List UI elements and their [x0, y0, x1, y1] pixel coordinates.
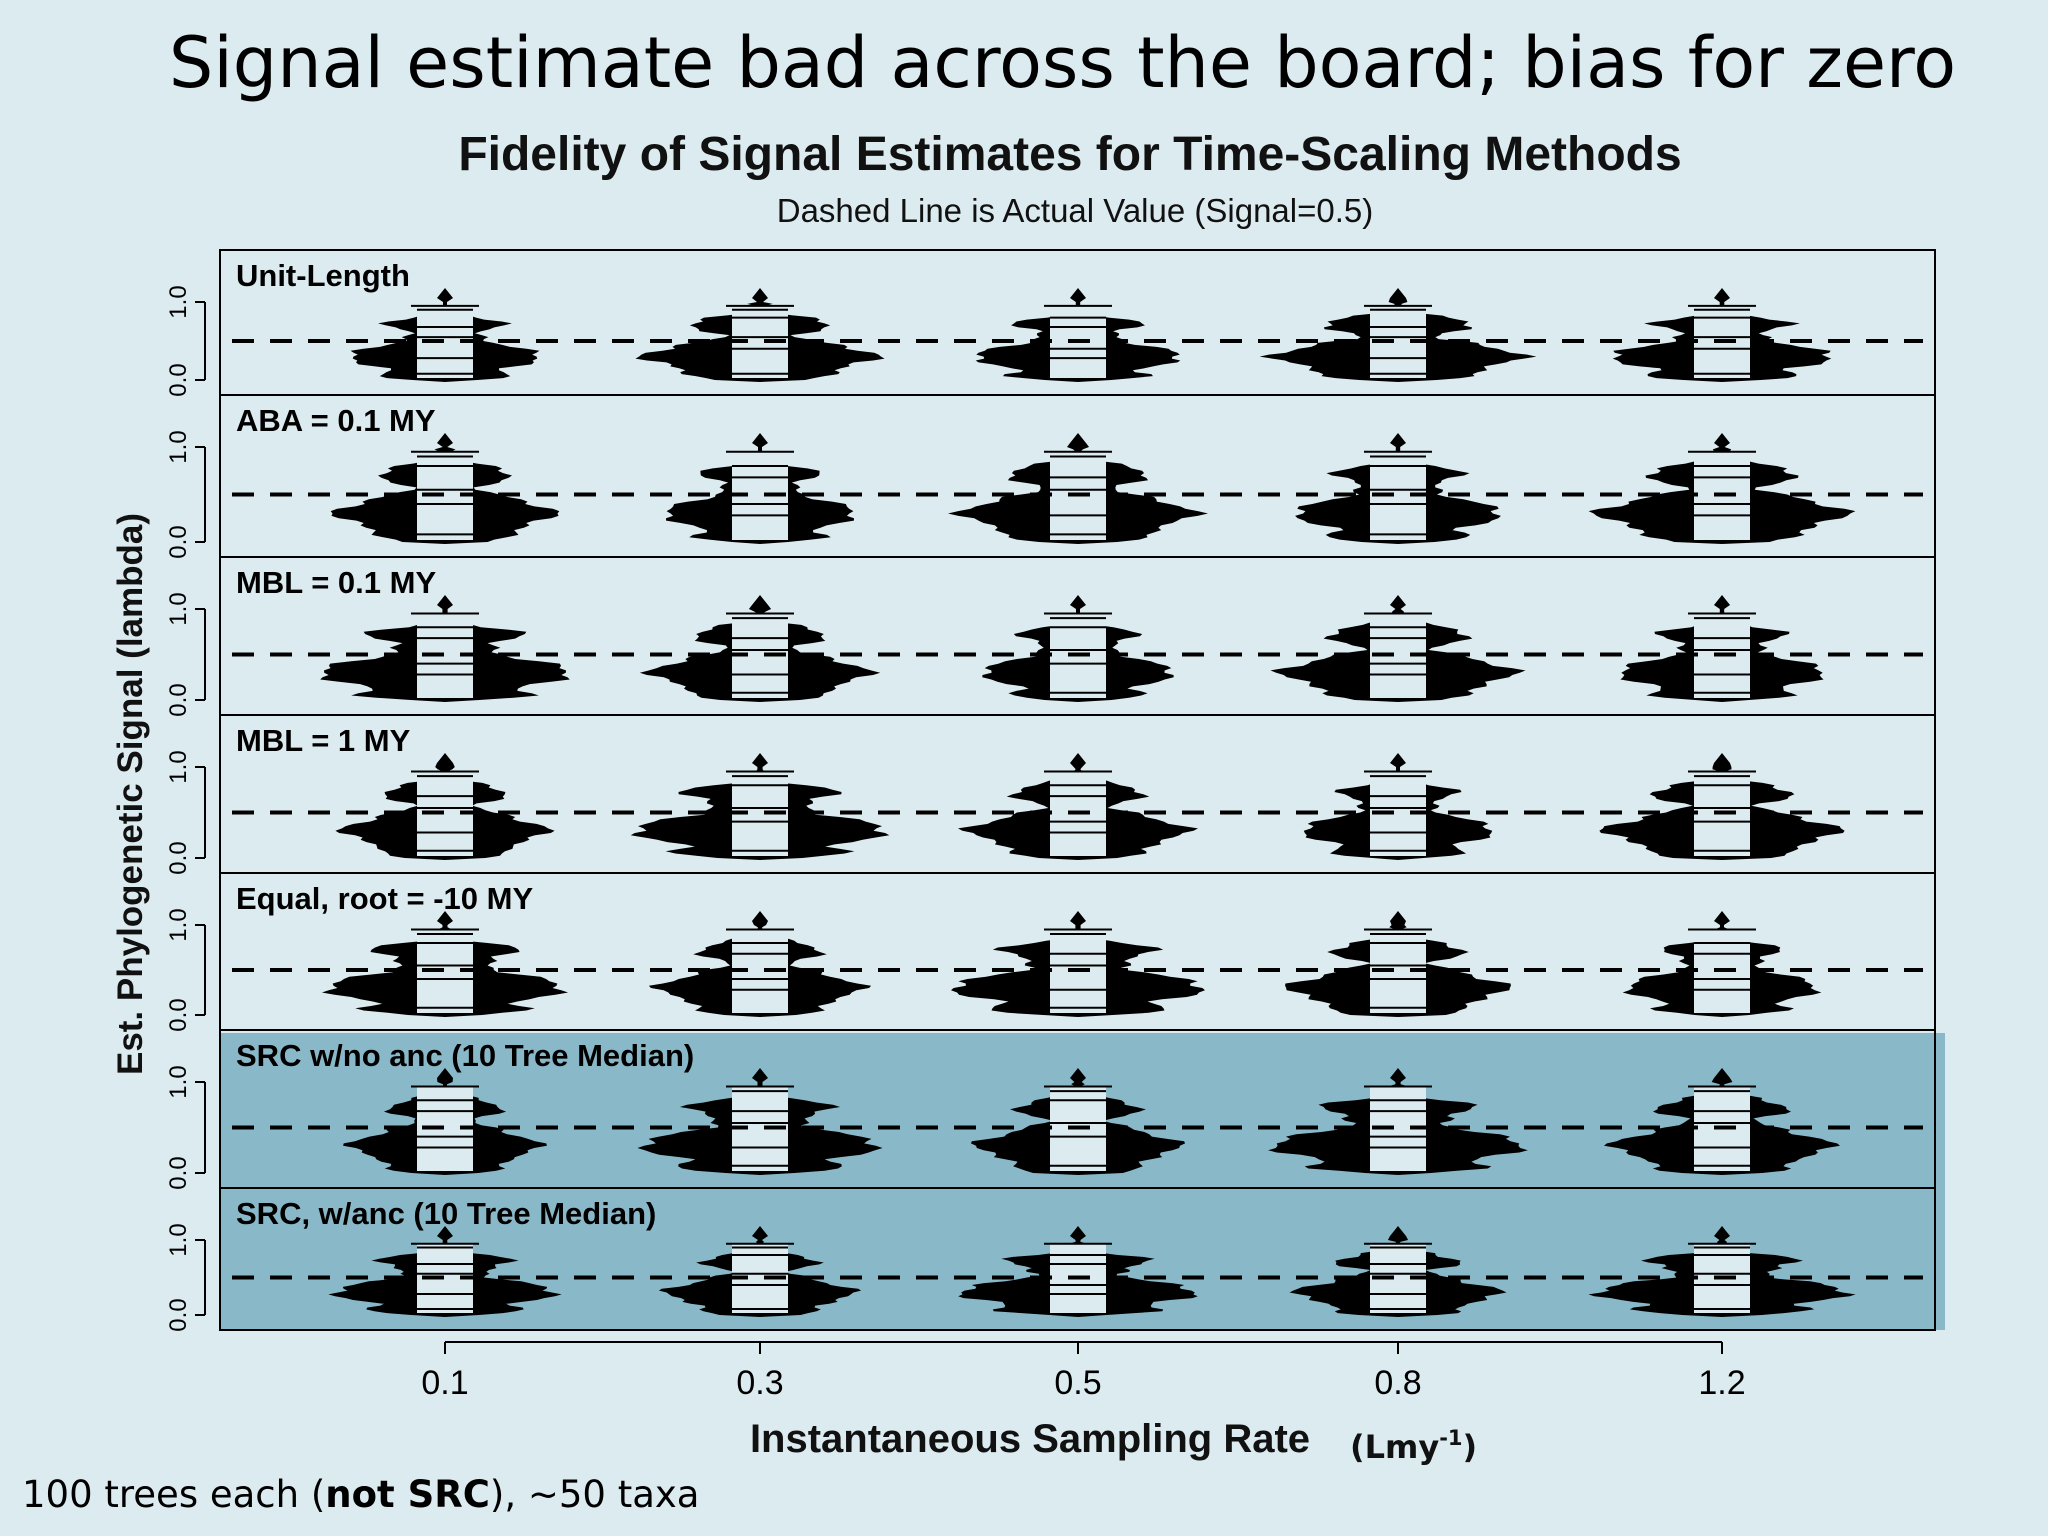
y-tick-label: 0.0 — [165, 683, 192, 716]
x-axis-label: Instantaneous Sampling Rate — [750, 1417, 1310, 1461]
x-tick-label: 1.2 — [1698, 1364, 1745, 1402]
x-axis: 0.1 0.3 0.5 0.8 1.2 — [421, 1341, 1746, 1402]
y-tick-label: 0.0 — [165, 525, 192, 558]
y-tick-label: 1.0 — [165, 285, 192, 318]
y-tick-label: 1.0 — [165, 1065, 192, 1098]
chart-subtitle: Dashed Line is Actual Value (Signal=0.5) — [777, 192, 1374, 229]
footnote-text-end: ), ~50 taxa — [489, 1473, 700, 1516]
panel-label: Equal, root = -10 MY — [236, 881, 533, 916]
panel-4: MBL = 1 MY 0.0 1.0 — [165, 714, 1936, 875]
panel-label: SRC w/no anc (10 Tree Median) — [236, 1038, 694, 1073]
panel-label: Unit-Length — [236, 258, 410, 293]
panel-1: Unit-Length 0.0 1.0 — [165, 249, 1936, 397]
panel-label: SRC, w/anc (10 Tree Median) — [236, 1196, 656, 1231]
panel-6: SRC w/no anc (10 Tree Median) 0.0 1.0 — [165, 1029, 1936, 1190]
footnote: 100 trees each (not SRC), ~50 taxa — [22, 1473, 699, 1516]
chart-title: Fidelity of Signal Estimates for Time-Sc… — [458, 128, 1681, 181]
panel-label: MBL = 0.1 MY — [236, 565, 436, 600]
panel-2: ABA = 0.1 MY 0.0 1.0 — [165, 394, 1936, 559]
y-tick-label: 0.0 — [165, 998, 192, 1031]
x-axis-unit-sup: -1 — [1439, 1426, 1462, 1450]
panel-label: ABA = 0.1 MY — [236, 403, 436, 438]
y-tick-label: 1.0 — [165, 908, 192, 941]
x-axis-unit: (Lmy-1) — [1350, 1426, 1477, 1466]
y-tick-label: 1.0 — [165, 592, 192, 625]
x-tick-label: 0.1 — [421, 1364, 468, 1402]
x-axis-unit-close: ) — [1463, 1428, 1478, 1466]
panel-5: Equal, root = -10 MY 0.0 1.0 — [165, 872, 1936, 1032]
y-tick-label: 0.0 — [165, 841, 192, 874]
x-tick-label: 0.8 — [1374, 1364, 1421, 1402]
y-tick-label: 0.0 — [165, 1156, 192, 1189]
panel-frame — [219, 1187, 1936, 1331]
y-tick-label: 1.0 — [165, 1223, 192, 1256]
footnote-emphasis: not SRC — [325, 1473, 490, 1516]
panel-7: SRC, w/anc (10 Tree Median) 0.0 1.0 — [165, 1187, 1936, 1332]
x-tick-label: 0.5 — [1054, 1364, 1101, 1402]
y-tick-label: 0.0 — [165, 1298, 192, 1331]
y-tick-label: 1.0 — [165, 750, 192, 783]
slide-title: Signal estimate bad across the board; bi… — [168, 22, 1957, 104]
panel-3: MBL = 0.1 MY 0.0 1.0 — [165, 556, 1936, 717]
x-axis-unit-base: (Lmy — [1350, 1428, 1439, 1466]
y-tick-label: 0.0 — [165, 363, 192, 396]
panel-label: MBL = 1 MY — [236, 723, 411, 758]
y-axis-label: Est. Phylogenetic Signal (lambda) — [111, 513, 150, 1075]
y-tick-label: 1.0 — [165, 430, 192, 463]
footnote-text-start: 100 trees each ( — [22, 1473, 326, 1516]
x-tick-label: 0.3 — [736, 1364, 783, 1402]
